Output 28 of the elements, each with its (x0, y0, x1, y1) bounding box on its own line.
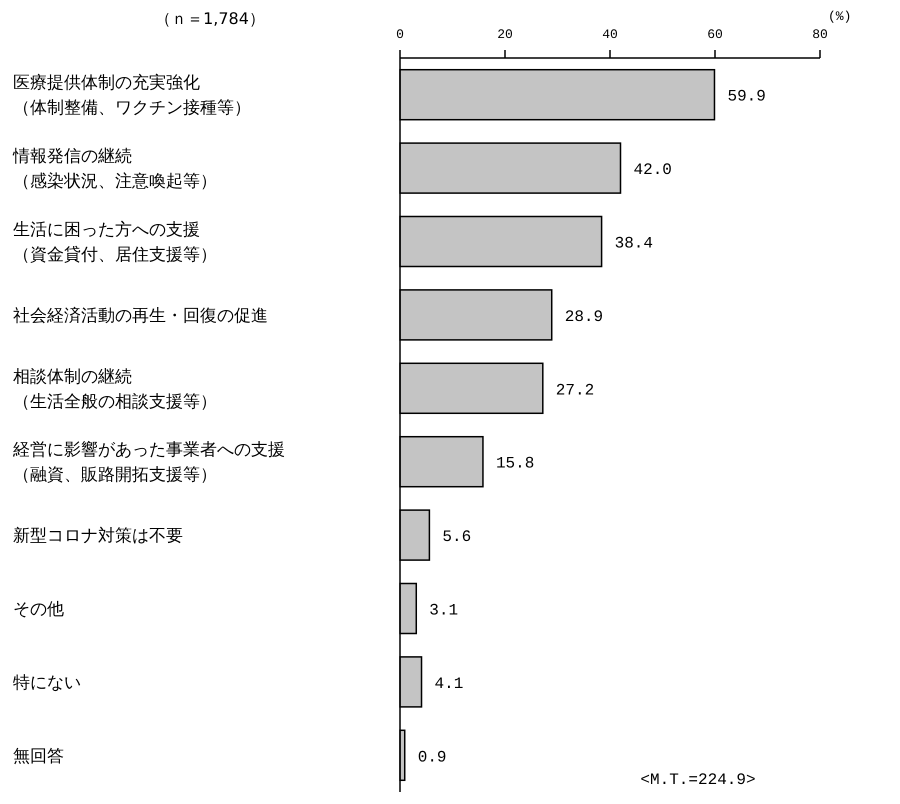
value-label: 42.0 (634, 161, 672, 180)
value-label: 3.1 (429, 602, 458, 620)
tick-label: 40 (602, 27, 618, 42)
annotation: <M.T.=224.9> (640, 771, 756, 789)
value-label: 5.6 (442, 528, 472, 546)
category-label: 無回答 (13, 746, 64, 766)
tick-label: 0 (396, 27, 404, 42)
value-label: 38.4 (614, 234, 653, 252)
tick-label: 20 (497, 27, 513, 42)
value-label: 4.1 (434, 674, 464, 693)
value-label: 0.9 (418, 748, 447, 766)
category-label: 情報発信の継続（感染状況、注意喚起等） (13, 146, 217, 192)
value-label: 15.8 (496, 454, 534, 473)
category-label: 社会経済活動の再生・回復の促進 (13, 306, 268, 326)
value-label: 28.9 (564, 308, 604, 326)
category-label: 相談体制の継続（生活全般の相談支援等） (13, 366, 217, 412)
tick-label: 60 (707, 27, 723, 42)
category-label: その他 (13, 600, 64, 620)
category-label: 医療提供体制の充実強化（体制整備、ワクチン接種等） (13, 73, 251, 118)
value-label: 27.2 (556, 381, 594, 400)
subtitle: （ｎ＝1,784） (155, 9, 265, 28)
value-label: 59.9 (727, 88, 766, 106)
category-label: 生活に困った方への支援（資金貸付、居住支援等） (13, 220, 217, 265)
category-label: 特にない (13, 672, 81, 693)
xlabel: (%) (828, 9, 852, 24)
tick-label: 80 (812, 27, 828, 42)
category-label: 新型コロナ対策は不要 (13, 526, 183, 546)
category-label: 経営に影響があった事業者への支援（融資、販路開拓支援等） (13, 440, 285, 486)
